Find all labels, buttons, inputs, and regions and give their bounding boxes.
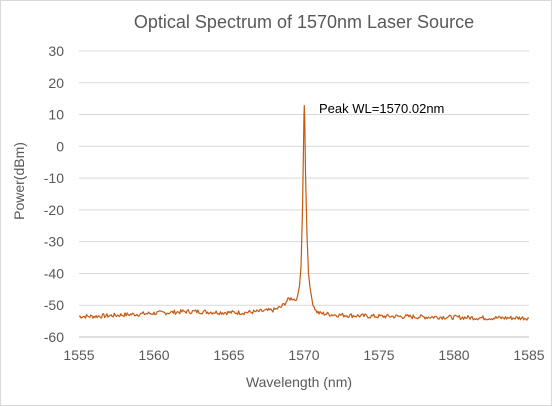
y-tick-label: 20 <box>48 75 64 91</box>
y-tick-label: -60 <box>44 329 64 345</box>
y-tick-label: -30 <box>44 234 64 250</box>
x-tick-labels: 1555 1560 1565 1570 1575 1580 1585 <box>63 347 544 363</box>
peak-annotation: Peak WL=1570.02nm <box>319 101 444 116</box>
x-tick-label: 1575 <box>363 347 394 363</box>
y-axis-title: Power(dBm) <box>11 142 27 220</box>
x-tick-label: 1555 <box>63 347 94 363</box>
y-tick-label: 10 <box>48 107 64 123</box>
x-tick-label: 1565 <box>213 347 244 363</box>
spectrum-line <box>78 105 530 321</box>
y-tick-label: 30 <box>48 43 64 59</box>
y-tick-labels: 30 20 10 0 -10 -20 -30 -40 -50 -60 <box>44 43 64 345</box>
x-tick-label: 1585 <box>513 347 544 363</box>
x-tick-label: 1570 <box>288 347 319 363</box>
x-tick-label: 1580 <box>438 347 469 363</box>
y-tick-label: -50 <box>44 297 64 313</box>
y-tick-label: 0 <box>56 138 64 154</box>
x-tick-label: 1560 <box>138 347 169 363</box>
series-layer <box>78 105 530 321</box>
y-tick-label: -10 <box>44 170 64 186</box>
y-tick-label: -20 <box>44 202 64 218</box>
chart-title: Optical Spectrum of 1570nm Laser Source <box>134 12 474 32</box>
x-axis-title: Wavelength (nm) <box>246 374 352 390</box>
y-tick-label: -40 <box>44 265 64 281</box>
gridlines <box>79 50 529 306</box>
